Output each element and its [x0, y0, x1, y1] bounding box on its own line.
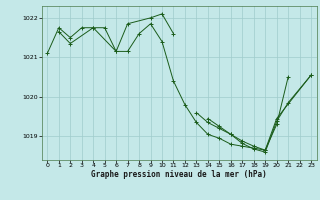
X-axis label: Graphe pression niveau de la mer (hPa): Graphe pression niveau de la mer (hPa) [91, 170, 267, 179]
